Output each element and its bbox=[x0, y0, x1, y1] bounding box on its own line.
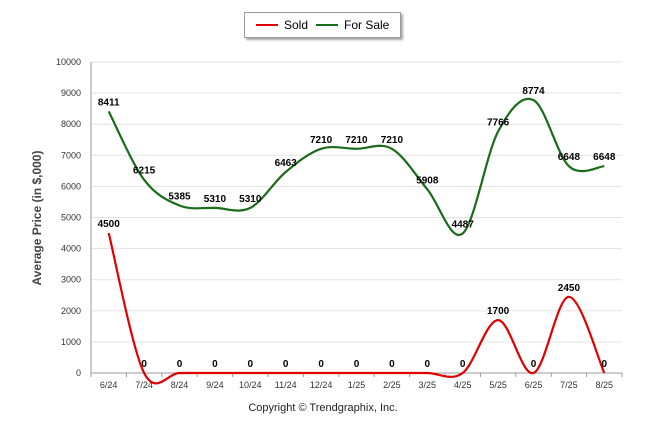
y-tick-label: 9000 bbox=[61, 88, 81, 98]
data-label-for-sale: 7210 bbox=[345, 135, 368, 146]
data-label-sold: 0 bbox=[141, 359, 147, 370]
data-label-for-sale: 5310 bbox=[239, 194, 262, 205]
data-label-for-sale: 5908 bbox=[416, 175, 439, 186]
data-label-for-sale: 8774 bbox=[522, 86, 545, 97]
data-label-for-sale: 6463 bbox=[275, 158, 298, 169]
data-label-for-sale: 7766 bbox=[487, 117, 510, 128]
series-lines bbox=[107, 97, 606, 385]
y-axis-ticks: 0 1000 2000 3000 4000 5000 6000 7000 8000 9000 100… bbox=[56, 57, 81, 378]
data-label-for-sale: 7210 bbox=[310, 135, 333, 146]
y-tick-label: 7000 bbox=[61, 150, 81, 160]
data-label-sold: 0 bbox=[248, 359, 254, 370]
y-tick-label: 1000 bbox=[61, 337, 81, 347]
data-label-sold: 0 bbox=[283, 359, 289, 370]
data-label-sold: 0 bbox=[212, 359, 218, 370]
data-label-sold: 0 bbox=[389, 359, 395, 370]
y-tick-label: 8000 bbox=[61, 119, 81, 129]
x-tick-label: 6/25 bbox=[525, 380, 543, 390]
data-label-sold: 0 bbox=[460, 359, 466, 370]
copyright-text: Copyright © Trendgraphix, Inc. bbox=[248, 402, 398, 414]
series-line-sold bbox=[107, 232, 606, 385]
data-label-for-sale: 8411 bbox=[98, 97, 120, 108]
data-label-sold: 1700 bbox=[487, 306, 510, 317]
legend-swatch-sold bbox=[256, 24, 278, 26]
legend-label-for-sale: For Sale bbox=[344, 18, 390, 32]
series-line-for-sale bbox=[107, 97, 605, 237]
x-tick-label: 8/25 bbox=[596, 380, 614, 390]
y-tick-label: 0 bbox=[76, 368, 81, 378]
x-tick-label: 7/25 bbox=[560, 380, 578, 390]
data-label-sold: 0 bbox=[602, 359, 608, 370]
data-label-sold: 0 bbox=[425, 359, 431, 370]
data-labels: 4500 0 0 0 0 0 0 0 0 0 0 1700 0 2450 0 8411 6215 5385 5310… bbox=[98, 86, 616, 370]
x-tick-label: 12/24 bbox=[310, 380, 333, 390]
data-label-sold: 0 bbox=[177, 359, 183, 370]
legend-item-sold[interactable]: Sold bbox=[256, 13, 308, 37]
x-tick-label: 10/24 bbox=[239, 380, 262, 390]
y-tick-label: 5000 bbox=[61, 213, 81, 223]
grid-lines bbox=[90, 61, 622, 374]
y-tick-label: 4000 bbox=[61, 244, 81, 254]
data-label-sold: 0 bbox=[318, 359, 324, 370]
data-label-for-sale: 6215 bbox=[133, 166, 156, 177]
data-label-for-sale: 5310 bbox=[204, 194, 227, 205]
x-tick-label: 5/25 bbox=[489, 380, 507, 390]
legend-label-sold: Sold bbox=[284, 18, 309, 32]
data-label-for-sale: 6648 bbox=[558, 152, 581, 163]
x-tick-label: 1/25 bbox=[348, 380, 366, 390]
legend-item-for-sale[interactable]: For Sale bbox=[316, 13, 389, 37]
y-axis-title: Average Price (in $,000) bbox=[30, 150, 44, 286]
x-tick-label: 9/24 bbox=[206, 380, 224, 390]
data-label-for-sale: 7210 bbox=[381, 135, 404, 146]
x-tick-label: 7/24 bbox=[135, 380, 153, 390]
data-label-for-sale: 6648 bbox=[593, 152, 616, 163]
x-tick-label: 4/25 bbox=[454, 380, 472, 390]
y-tick-label: 6000 bbox=[61, 181, 81, 191]
x-tick-label: 3/25 bbox=[419, 380, 437, 390]
data-label-sold: 4500 bbox=[98, 219, 121, 230]
data-label-for-sale: 5385 bbox=[168, 192, 191, 203]
data-label-for-sale: 4487 bbox=[452, 219, 475, 230]
data-label-sold: 0 bbox=[531, 359, 537, 370]
x-tick-label: 2/25 bbox=[383, 380, 401, 390]
y-tick-label: 3000 bbox=[61, 275, 81, 285]
x-tick-label: 11/24 bbox=[275, 380, 297, 390]
legend-swatch-for-sale bbox=[316, 24, 338, 26]
data-label-sold: 2450 bbox=[558, 283, 581, 294]
x-tick-label: 6/24 bbox=[100, 380, 118, 390]
y-tick-label: 2000 bbox=[61, 306, 81, 316]
legend: Sold For Sale bbox=[244, 12, 401, 38]
y-tick-label: 10000 bbox=[56, 57, 81, 67]
x-tick-label: 8/24 bbox=[171, 380, 189, 390]
data-label-sold: 0 bbox=[354, 359, 360, 370]
